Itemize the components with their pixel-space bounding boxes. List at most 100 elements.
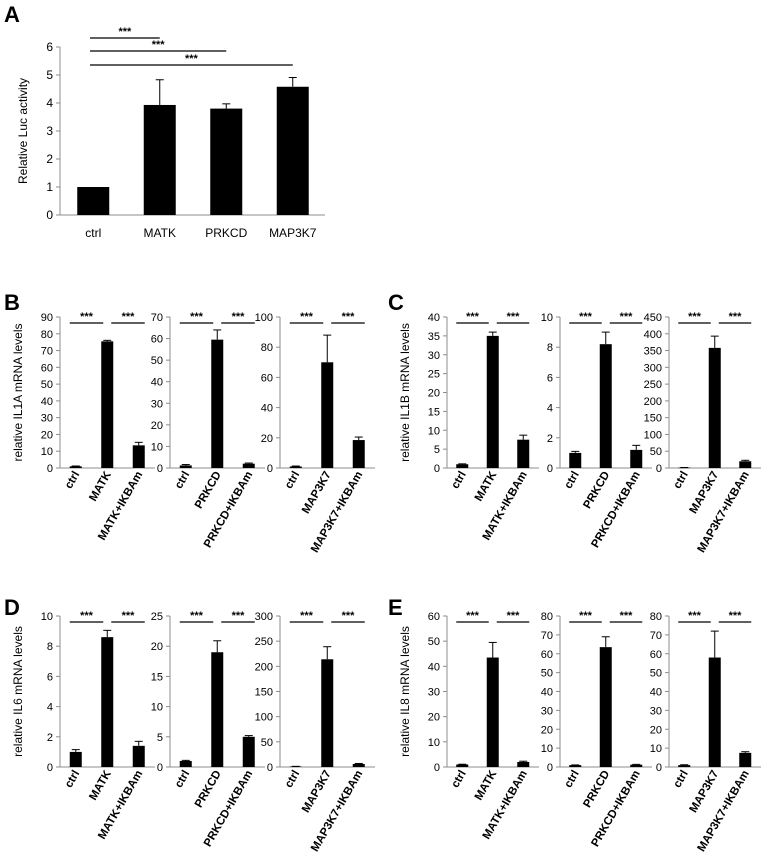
significance-label: *** — [579, 311, 593, 323]
category-label: MATK — [473, 469, 500, 504]
y-tick-label: 60 — [41, 362, 53, 374]
significance-label: *** — [688, 311, 702, 323]
y-tick-label: 450 — [644, 312, 662, 324]
bar-ctrl — [678, 765, 691, 767]
significance-label: *** — [729, 311, 743, 323]
category-label: ctrl — [173, 470, 192, 492]
bar-map3k7 — [708, 347, 721, 468]
y-tick-label: 70 — [541, 630, 553, 642]
significance-label: *** — [185, 53, 199, 65]
y-tick-label: 100 — [255, 712, 273, 724]
y-tick-label: 2 — [547, 433, 553, 445]
category-label: ctrl — [450, 470, 469, 492]
bar-prkcd-ikbam — [630, 764, 643, 767]
y-tick-label: 150 — [644, 413, 662, 425]
y-tick-label: 250 — [644, 379, 662, 391]
y-tick-label: 4 — [547, 403, 553, 415]
bar-ctrl — [69, 466, 82, 468]
category-label: ctrl — [63, 470, 82, 492]
significance-label: *** — [300, 311, 314, 323]
significance-label: *** — [232, 610, 246, 622]
y-tick-label: 10 — [541, 312, 553, 324]
y-tick-label: 10 — [41, 446, 53, 458]
bar-matk-ikbam — [517, 439, 530, 468]
significance-label: *** — [620, 610, 634, 622]
bar-ctrl — [569, 452, 582, 468]
y-tick-label: 70 — [650, 630, 662, 642]
significance-label: *** — [688, 610, 702, 622]
significance-label: *** — [152, 39, 166, 51]
chart-a: 0 1 2 3 4 5 6 Relative Luc activity ctrl MATK PRKC… — [16, 26, 325, 240]
significance-label: *** — [342, 311, 356, 323]
y-tick-label: 350 — [644, 346, 662, 358]
y-tick-label: 20 — [428, 388, 440, 400]
bar-map3k7 — [321, 362, 334, 468]
y-tick-label: 1 — [46, 180, 53, 194]
category-label: PRKCD — [582, 470, 613, 511]
y-tick-label: 0 — [267, 463, 273, 475]
y-tick-label: 10 — [428, 425, 440, 437]
panel-letter-a: A — [4, 2, 20, 27]
y-tick-label: 60 — [541, 649, 553, 661]
category-label: PRKCD — [582, 769, 613, 810]
y-tick-label: 20 — [541, 724, 553, 736]
y-tick-label: 20 — [261, 433, 273, 445]
y-tick-label: 0 — [267, 762, 273, 774]
y-tick-label: 40 — [428, 661, 440, 673]
bar-map3k7-ikbam — [352, 440, 365, 468]
y-tick-label: 40 — [41, 396, 53, 408]
y-tick-label: 20 — [428, 712, 440, 724]
significance-label: *** — [122, 311, 136, 323]
category-label: MAP3K7 — [269, 226, 317, 240]
category-label: ctrl — [563, 470, 582, 492]
y-tick-label: 20 — [151, 641, 163, 653]
y-tick-label: 0 — [547, 463, 553, 475]
category-label: MATK — [144, 226, 176, 240]
y-tick-label: 10 — [650, 743, 662, 755]
y-tick-label: 0 — [656, 762, 662, 774]
y-tick-label: 0 — [434, 463, 440, 475]
bar-prkcd — [211, 652, 224, 767]
panel-letter-c: C — [388, 290, 404, 315]
category-label: PRKCD — [193, 470, 224, 511]
category-label: MATK — [473, 768, 500, 803]
y-tick-label: 30 — [650, 705, 662, 717]
significance-label: *** — [620, 311, 634, 323]
significance-label: *** — [466, 311, 480, 323]
significance-label: *** — [122, 610, 136, 622]
category-label: MATK — [87, 469, 114, 504]
chart-b1: 0 10 20 30 40 50 60 70 80 90 relative IL1A mRNA le… — [11, 311, 155, 543]
chart-e3: 01020304050607080ctrlMAP3K7MAP3K7+IKBAm*… — [650, 610, 761, 854]
bar-matk — [101, 637, 114, 767]
bar-map3k7 — [276, 86, 309, 215]
category-label: ctrl — [563, 769, 582, 791]
category-label: PRKCD — [205, 226, 247, 240]
category-label: ctrl — [85, 226, 101, 240]
bar-prkcd-ikbam — [242, 463, 255, 468]
y-tick-label: 35 — [428, 331, 440, 343]
y-tick-label: 30 — [428, 350, 440, 362]
y-tick-label: 200 — [255, 661, 273, 673]
significance-label: *** — [729, 610, 743, 622]
y-tick-label: 25 — [428, 369, 440, 381]
y-tick-label: 80 — [650, 611, 662, 623]
y-tick-label: 2 — [47, 732, 53, 744]
y-tick-label: 10 — [41, 611, 53, 623]
y-tick-label: 70 — [41, 346, 53, 358]
significance-label: *** — [190, 311, 204, 323]
y-axis-label: relative IL8 mRNA levels — [398, 626, 412, 757]
y-tick-label: 10 — [541, 743, 553, 755]
significance-label: *** — [300, 610, 314, 622]
y-tick-label: 200 — [644, 396, 662, 408]
y-tick-label: 80 — [261, 342, 273, 354]
y-tick-label: 40 — [650, 687, 662, 699]
significance-label: *** — [80, 311, 94, 323]
y-tick-label: 150 — [255, 687, 273, 699]
y-tick-label: 40 — [151, 377, 163, 389]
bar-ctrl — [569, 765, 582, 767]
significance-label: *** — [579, 610, 593, 622]
